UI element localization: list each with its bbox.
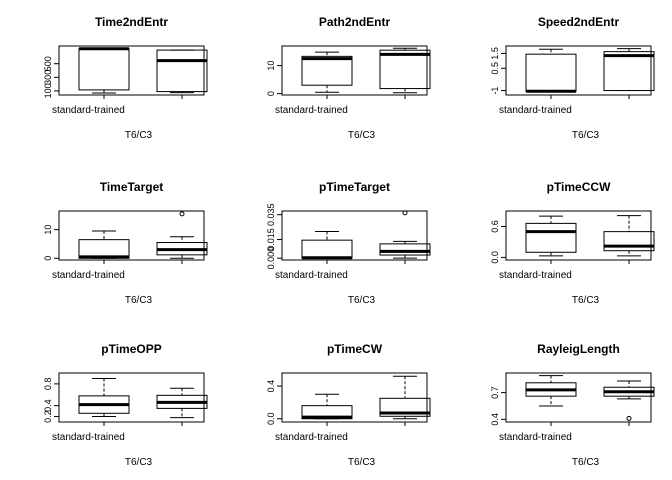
panel-6-box-1-iqr-box [525, 222, 577, 253]
panel-1-title: Time2ndEntr [95, 15, 168, 29]
panel-4-ytick-label: 10 [43, 225, 53, 235]
panel-5-box-2-iqr-box [379, 243, 431, 256]
panel-8-ytick-label: 0.4 [266, 380, 276, 393]
panel-3-ytick-label: 1.5 [490, 47, 500, 60]
panel-5-ytick-label: 0.035 [266, 203, 276, 226]
panel-4-title: TimeTarget [100, 180, 164, 194]
panel-3-plot-frame [505, 45, 652, 96]
panel-8-ytick-label: 0.0 [266, 412, 276, 425]
panel-1-x-axis-label: T6/C3 [125, 130, 153, 141]
panel-8-plot-frame [281, 372, 428, 423]
panel-8-x-axis-label: T6/C3 [348, 457, 376, 468]
panel-7-ytick-label: 0.2 [43, 410, 53, 423]
panel-7-ytick-label: 0.8 [43, 378, 53, 391]
panel-3-ytick-label: -1 [490, 87, 500, 95]
panel-3-title: Speed2ndEntr [538, 15, 620, 29]
panel-6-ytick-label: 0.0 [490, 251, 500, 264]
panel-6-x-axis-label: T6/C3 [572, 295, 600, 306]
panel-9-ytick-label: 0.4 [490, 413, 500, 426]
panel-7-x-axis-label: T6/C3 [125, 457, 153, 468]
panel-5-x-axis-label: T6/C3 [348, 295, 376, 306]
panel-1-box-1-iqr-box [78, 48, 130, 91]
panel-2-ytick-label: 0 [266, 91, 276, 96]
panel-1-ytick-label: 300 [43, 70, 53, 85]
panel-2-ytick-label: 10 [266, 61, 276, 71]
panel-6-ytick-label: 0.6 [490, 220, 500, 233]
panel-7-ytick-label: 0.4 [43, 399, 53, 412]
panel-1-plot-frame [58, 45, 205, 96]
panel-2-box-2-iqr-box [379, 49, 431, 90]
panel-9-plot-frame [505, 372, 652, 423]
panel-6-group-label: standard-trained [499, 270, 572, 281]
panel-9-ytick-label: 0.7 [490, 386, 500, 399]
panel-1-ytick-label: 500 [43, 56, 53, 71]
panel-4-plot-frame [58, 210, 205, 261]
panel-7-plot-frame [58, 372, 205, 423]
panel-3-box-2-iqr-box [603, 51, 655, 92]
panel-2-group-label: standard-trained [275, 105, 348, 116]
panel-2-x-axis-label: T6/C3 [348, 130, 376, 141]
panel-3-group-label: standard-trained [499, 105, 572, 116]
panel-8-box-2-iqr-box [379, 397, 431, 417]
panel-5-box-2-outlier-point [402, 210, 408, 216]
panel-7-title: pTimeOPP [101, 342, 161, 356]
panel-8-title: pTimeCW [327, 342, 383, 356]
panel-6-title: pTimeCCW [547, 180, 611, 194]
panel-9-x-axis-label: T6/C3 [572, 457, 600, 468]
panel-4-x-axis-label: T6/C3 [125, 295, 153, 306]
panel-4-box-2-outlier-point [179, 211, 185, 217]
panel-3-ytick-label: 0.5 [490, 62, 500, 75]
panel-8-group-label: standard-trained [275, 432, 348, 443]
panel-5-plot-frame [281, 210, 428, 261]
panel-9-title: RayleigLength [537, 342, 620, 356]
panel-1-box-2-iqr-box [156, 49, 208, 93]
panel-6-box-2-iqr-box [603, 231, 655, 252]
panel-8-box-1-iqr-box [301, 405, 353, 420]
panel-3-box-1-iqr-box [525, 53, 577, 92]
panel-1-ytick-label: 100 [43, 83, 53, 98]
panel-2-plot-frame [281, 45, 428, 96]
panel-2-box-1-iqr-box [301, 55, 353, 86]
panel-9-box-2-outlier-point [626, 415, 632, 421]
panel-2-title: Path2ndEntr [319, 15, 391, 29]
panel-1-group-label: standard-trained [52, 105, 125, 116]
panel-5-group-label: standard-trained [275, 270, 348, 281]
panel-5-ytick-label: 0.000 [266, 247, 276, 270]
panel-6-plot-frame [505, 210, 652, 261]
panel-4-ytick-label: 0 [43, 256, 53, 261]
panel-3-x-axis-label: T6/C3 [572, 130, 600, 141]
panel-4-group-label: standard-trained [52, 270, 125, 281]
panel-5-ytick-label: 0.015 [266, 228, 276, 251]
panel-7-group-label: standard-trained [52, 432, 125, 443]
panel-5-box-1-iqr-box [301, 239, 353, 259]
panel-9-group-label: standard-trained [499, 432, 572, 443]
panel-5-title: pTimeTarget [319, 180, 390, 194]
